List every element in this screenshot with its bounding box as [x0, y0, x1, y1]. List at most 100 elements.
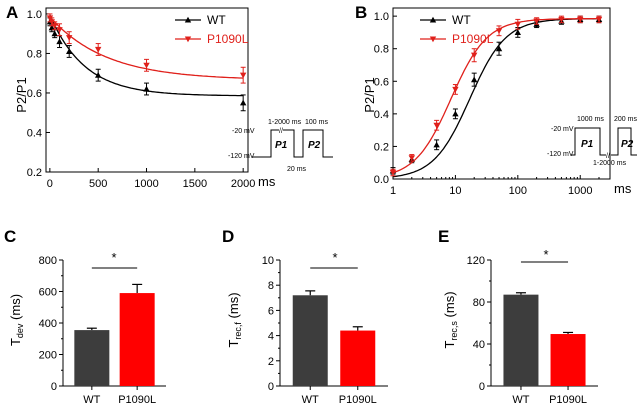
panel-d-ylabel-unit: (ms): [226, 292, 241, 322]
panel-e-ytick-label: 0: [479, 381, 485, 393]
panel-a-wt-series-point: [94, 71, 102, 78]
panel-b-ytick-label: 0.0: [374, 174, 389, 186]
protocol-b-p2-duration: 200 ms: [614, 116, 637, 123]
protocol-b-break: //: [606, 153, 610, 160]
panel-e-letter: E: [438, 227, 449, 246]
panel-b-xtick-label: 1: [390, 185, 396, 197]
panel-a-letter: A: [6, 3, 18, 22]
panel-b-ytick-label: 0.8: [374, 44, 389, 56]
panel-b-p1090l-series-point: [433, 122, 440, 129]
panel-b-ytick-label: 0.4: [374, 109, 389, 121]
panel-b-p1090l-series-fit: [392, 17, 601, 174]
panel-d-ylabel-sub: rec,f: [233, 322, 243, 340]
panel-b-xtick-label: 100: [509, 185, 527, 197]
panel-c-ylabel-unit: (ms): [8, 294, 23, 324]
protocol-a-break: //: [279, 128, 283, 135]
panel-a-p1090l-series: [46, 13, 247, 84]
protocol-b-p2: P2: [621, 139, 634, 150]
panel-c-ytick-label: 0: [51, 381, 57, 393]
panel-b-letter: B: [355, 3, 367, 22]
panel-b-p1090l-series-point: [514, 21, 522, 28]
panel-d-letter: D: [222, 227, 234, 246]
panel-a-xtick-label: 0: [47, 178, 53, 190]
panel-b-p1090l-series-point: [408, 155, 415, 162]
panel-a-ytick-label: 1.0: [27, 9, 42, 21]
panel-b-p1090l-series-point: [389, 169, 397, 176]
panel-c-ytick-label: 400: [39, 318, 57, 330]
panel-a-wt-series-point: [65, 48, 73, 55]
panel-e-ytick-label: 80: [473, 297, 485, 309]
protocol-a-trace: [252, 129, 333, 158]
panel-c-ylabel-sub: dev: [15, 323, 25, 338]
panel-e-ylabel-sub: rec,s: [449, 321, 459, 341]
panel-c-xtick-label: WT: [83, 394, 100, 404]
panel-b-p1090l-series-point: [470, 52, 478, 59]
panel-c-letter: C: [4, 227, 16, 246]
protocol-b-vtest: -20 mV: [551, 126, 574, 133]
panel-c-ytick-label: 600: [39, 287, 57, 299]
panel-d-ytick-label: 4: [268, 331, 274, 343]
protocol-a-interval: 1-2000 ms: [268, 119, 302, 126]
panel-b-ytick-label: 0.2: [374, 141, 389, 153]
panel-c-bar-wt: [74, 330, 110, 386]
panel-a-p1090l-series-point: [143, 62, 150, 69]
panel-a-p1090l-series-point: [48, 19, 55, 26]
panel-d-bar-p1090l: [340, 330, 376, 386]
panel-d-ytick-label: 6: [268, 305, 274, 317]
panel-a-xtick-label: 1500: [183, 178, 207, 190]
panel-e-ytick-label: 120: [467, 255, 485, 267]
protocol-b-vhold: -120 mV: [547, 151, 574, 158]
panel-a-x-unit: ms: [258, 174, 276, 189]
protocol-a-p1: P1: [275, 140, 288, 151]
panel-a-p1090l-series-point: [51, 23, 58, 29]
panel-a-legend-p1090l-label: P1090L: [207, 32, 249, 46]
panel-b-legend-p1090l-marker: [429, 36, 437, 43]
panel-a-protocol-inset: -20 mV -120 mV 1-2000 ms 100 ms 20 ms P1…: [228, 119, 333, 173]
panel-c-ytick-label: 800: [39, 255, 57, 267]
panel-e-ytick-label: 40: [473, 339, 485, 351]
panel-b-p1090l-series-point: [452, 86, 459, 93]
panel-b-p1090l-series-point: [577, 16, 584, 23]
panel-b-protocol-inset: -20 mV -120 mV 1000 ms 200 ms 1-2000 ms …: [547, 116, 637, 167]
panel-e-significance: *: [543, 247, 548, 262]
protocol-b-trace: [571, 127, 637, 156]
panel-b-ylabel: P2/P1: [362, 77, 377, 112]
panel-c-significance: *: [111, 250, 116, 265]
panel-d-ytick-label: 10: [262, 255, 274, 267]
panel-a-ytick-label: 0.6: [27, 88, 42, 100]
panel-a-xtick-label: 2000: [231, 178, 255, 190]
panel-a-wt-series-point: [56, 38, 63, 45]
panel-b-p1090l-series-point: [558, 16, 565, 23]
protocol-b-p1: P1: [581, 139, 594, 150]
protocol-a-vtest: -20 mV: [232, 128, 255, 135]
panel-c-ytick-label: 200: [39, 350, 57, 362]
panel-b-legend-p1090l-label: P1090L: [452, 32, 494, 46]
protocol-b-p1-duration: 1000 ms: [577, 116, 604, 123]
panel-a-p1090l-series-point: [65, 35, 73, 41]
panel-e-ylabel-unit: (ms): [442, 291, 457, 321]
panel-c-xtick-label: P1090L: [118, 394, 156, 404]
panel-a-ylabel: P2/P1: [14, 77, 29, 112]
panel-d-ytick-label: 8: [268, 280, 274, 292]
panel-a-p1090l-series-point: [94, 46, 102, 53]
panel-a-ytick-label: 0.8: [27, 48, 42, 60]
panel-e-bar-p1090l: [550, 334, 586, 386]
panel-e-xtick-label: WT: [512, 394, 529, 404]
panel-a-ytick-label: 0.4: [27, 127, 42, 139]
panel-a-legend-wt-marker: [184, 16, 192, 23]
panel-b-p1090l-series-point: [533, 18, 540, 25]
panel-a-xtick-label: 1000: [134, 178, 158, 190]
panel-d-xtick-label: P1090L: [339, 394, 377, 404]
panel-c-ylabel: Tdev (ms): [8, 294, 25, 346]
panel-a-wt-series-point: [48, 24, 55, 31]
panel-a-xtick-label: 500: [89, 178, 107, 190]
panel-d-ylabel-main: T: [226, 340, 241, 348]
panel-a-p1090l-series-point: [56, 27, 63, 33]
panel-b-xtick-label: 10: [449, 185, 461, 197]
chart-marks: 0.20.40.60.81.00 500 1000 1500 2000WTP1090L0…: [27, 7, 611, 404]
panel-d-xtick-label: WT: [302, 394, 319, 404]
panel-b-p1090l-series-point: [595, 16, 603, 23]
panel-c-bar-p1090l: [119, 293, 155, 386]
panel-a-legend-p1090l-marker: [184, 36, 192, 43]
